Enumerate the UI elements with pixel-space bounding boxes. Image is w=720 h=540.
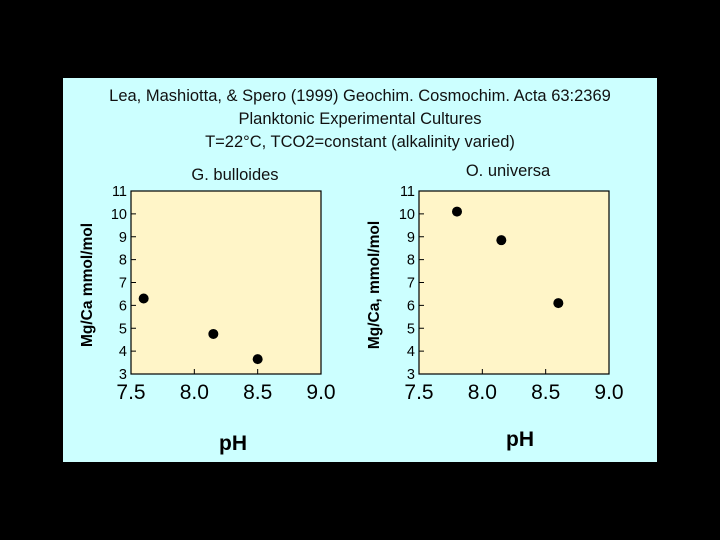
chart2-y-tick-label: 9 xyxy=(407,230,415,246)
chart2-y-tick-label: 3 xyxy=(407,367,415,383)
chart2-x-tick-label: 7.5 xyxy=(404,381,433,404)
chart2-y-tick-label: 6 xyxy=(407,298,415,314)
chart1-data-point xyxy=(138,293,149,304)
chart1-x-tick-label: 7.5 xyxy=(116,381,145,404)
chart1-y-tick-label: 6 xyxy=(119,298,127,314)
chart2-y-tick-label: 10 xyxy=(399,207,415,223)
chart2-y-tick-label: 8 xyxy=(407,253,415,269)
chart2-y-tick-label: 7 xyxy=(407,276,415,292)
subtitle-line: Planktonic Experimental Cultures xyxy=(238,110,482,128)
chart1-x-tick-label: 9.0 xyxy=(306,381,335,404)
chart2-x-tick-label: 8.0 xyxy=(468,381,497,404)
chart1-y-tick-label: 7 xyxy=(119,276,127,292)
chart2-x-tick-label: 8.5 xyxy=(531,381,560,404)
chart1-y-tick-label: 5 xyxy=(119,321,127,337)
chart1-data-point xyxy=(252,354,263,365)
chart1-y-tick-label: 3 xyxy=(119,367,127,383)
chart2-y-tick-label: 11 xyxy=(400,184,415,200)
conditions-line: T=22°C, TCO2=constant (alkalinity varied… xyxy=(205,133,515,151)
chart1-y-tick-label: 8 xyxy=(119,253,127,269)
scatter-charts: 3 4 5 6 7 8 9 10 11 7.5 8.0 8.5 9.0 G. bulloides Mg/Ca… xyxy=(79,162,624,455)
chart1-y-tick-label: 10 xyxy=(111,207,127,223)
chart1-y-tick-label: 4 xyxy=(119,344,127,360)
chart2-axes-frame xyxy=(418,190,610,375)
citation-title: Lea, Mashiotta, & Spero (1999) Geochim. … xyxy=(109,87,611,105)
chart2-plot-area xyxy=(419,191,609,374)
chart1-y-tick-label: 9 xyxy=(119,230,127,246)
chart1-axes-frame xyxy=(130,190,322,375)
chart2-x-axis-label: pH xyxy=(506,428,534,451)
chart2-data-point xyxy=(496,235,507,246)
chart2-x-tick-label: 9.0 xyxy=(594,381,623,404)
chart2-data-point xyxy=(553,298,564,309)
chart1-plot-area xyxy=(131,191,321,374)
chart2-y-tick-label: 4 xyxy=(407,344,415,360)
chart2-title: O. universa xyxy=(466,162,551,180)
chart2-y-tick-label: 5 xyxy=(407,321,415,337)
chart1-data-point xyxy=(208,328,219,339)
chart1-x-tick-label: 8.0 xyxy=(180,381,209,404)
chart1-x-axis-label: pH xyxy=(219,432,247,455)
chart2-y-axis-label: Mg/Ca, mmol/mol xyxy=(366,221,383,349)
chart1-y-tick-label: 11 xyxy=(112,184,127,200)
figure-panel: Lea, Mashiotta, & Spero (1999) Geochim. … xyxy=(63,78,657,462)
chart2-data-point xyxy=(452,206,462,217)
chart1-y-axis-label: Mg/Ca mmol/mol xyxy=(79,223,96,347)
chart1-x-tick-label: 8.5 xyxy=(243,381,272,404)
chart1-title: G. bulloides xyxy=(191,166,278,184)
